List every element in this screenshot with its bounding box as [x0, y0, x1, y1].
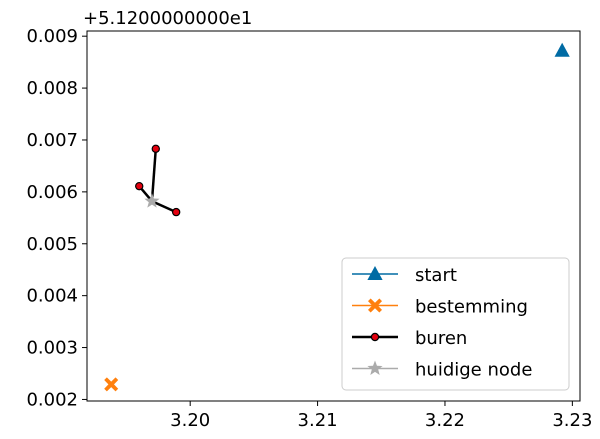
y-tick-label-1: 0.003 [26, 338, 78, 359]
y-offset-label: +5.1200000000e1 [83, 8, 252, 29]
y-tick-label-2: 0.004 [26, 286, 78, 307]
legend-marker-1 [368, 298, 382, 313]
plot-area [104, 42, 570, 392]
buren-line-2 [151, 200, 177, 214]
legend-label-1: bestemming [415, 297, 528, 318]
y-tick-label-6: 0.008 [26, 78, 78, 99]
legend-marker-3 [367, 360, 383, 375]
start-point-0 [554, 42, 570, 57]
legend: start bestemming buren huidige node [341, 257, 570, 391]
huidige-node-point-0 [144, 193, 160, 208]
series-1 [104, 377, 119, 392]
y-tick-label-3: 0.005 [26, 234, 78, 255]
legend-marker-0 [367, 266, 383, 280]
buren-point-1 [151, 144, 160, 153]
series-3 [144, 193, 160, 208]
bestemming-point-0 [104, 377, 119, 392]
axis-ticks: 3.20 3.21 3.22 3.23 0.002 0.003 0.004 0.005 0.00… [26, 26, 592, 431]
legend-label-0: start [415, 265, 457, 286]
buren-line-1 [150, 148, 158, 202]
buren-point-0 [135, 181, 144, 191]
y-tick-label-5: 0.007 [26, 130, 78, 151]
plot-frame [86, 30, 581, 402]
legend-label-2: buren [415, 328, 467, 349]
buren-point-2 [171, 207, 181, 217]
x-tick-label-3: 3.23 [552, 410, 592, 431]
y-tick-label-7: 0.009 [26, 26, 78, 47]
x-tick-label-2: 3.22 [425, 410, 465, 431]
legend-marker-2 [370, 332, 380, 342]
legend-label-3: huidige node [415, 360, 532, 381]
x-tick-label-1: 3.21 [298, 410, 338, 431]
series-0 [554, 42, 570, 57]
x-tick-label-0: 3.20 [170, 410, 210, 431]
y-tick-label-4: 0.006 [26, 182, 78, 203]
y-tick-label-0: 0.002 [26, 389, 78, 410]
legend-box [341, 257, 570, 391]
